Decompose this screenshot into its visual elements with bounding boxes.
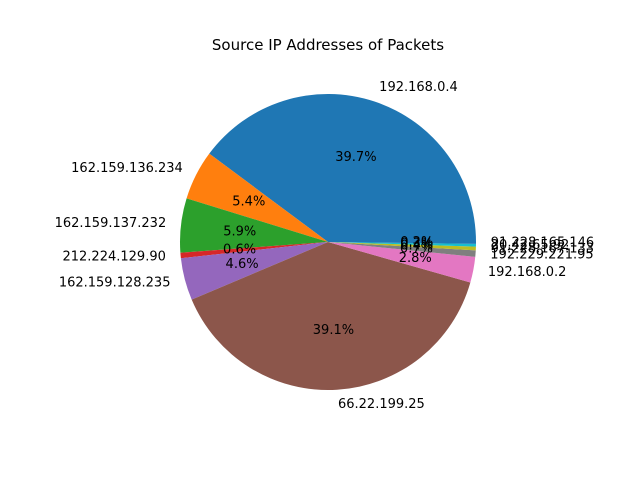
percent-label-212-224-129-90: 0.6% — [223, 243, 256, 258]
percent-label-66-22-199-25: 39.1% — [313, 323, 354, 338]
chart-title: Source IP Addresses of Packets — [212, 36, 444, 54]
slice-label-162-159-136-234: 162.159.136.234 — [71, 161, 183, 176]
slice-label-162-159-128-235: 162.159.128.235 — [59, 276, 171, 291]
percent-label-162-159-128-235: 4.6% — [226, 257, 259, 272]
pie-slice-162-159-136-234 — [186, 153, 328, 242]
percent-label-91-228-167-133: 0.4% — [400, 238, 433, 253]
pie-slice-192-168-0-2 — [328, 242, 476, 283]
slice-label-91-228-167-133: 91.228.167.133 — [491, 242, 594, 257]
pie-slice-212-224-129-90 — [180, 242, 328, 259]
slice-label-212-224-129-90: 212.224.129.90 — [62, 249, 165, 264]
slice-label-192-168-0-4: 192.168.0.4 — [379, 80, 458, 95]
pie-slice-91-228-165-146 — [328, 242, 476, 244]
pie-slice-162-159-128-235 — [180, 242, 328, 300]
percent-label-192-229-221-95: 0.7% — [400, 241, 433, 256]
pie-slice-20-42-65-92 — [328, 242, 476, 247]
percent-label-192-168-0-4: 39.7% — [335, 150, 376, 165]
slice-label-192-229-221-95: 192.229.221.95 — [490, 247, 593, 262]
percent-label-91-228-165-146: 0.2% — [400, 235, 433, 250]
percent-label-162-159-136-234: 5.4% — [232, 194, 265, 209]
pie-slices — [180, 93, 476, 390]
pie-labels: 192.168.0.4 39.7% 162.159.136.234 5.4% 162.1… — [55, 80, 595, 412]
percent-label-20-42-65-92: 0.3% — [400, 236, 433, 251]
pie-slice-91-228-167-133 — [328, 242, 476, 251]
pie-slice-66-22-199-25 — [191, 242, 471, 390]
slice-label-20-42-65-92: 20.42.65.92 — [491, 238, 570, 253]
slice-label-162-159-137-232: 162.159.137.232 — [55, 216, 167, 231]
pie-slice-192-168-0-4 — [209, 93, 476, 242]
slice-label-192-168-0-2: 192.168.0.2 — [488, 265, 567, 280]
pie-slice-162-159-137-232 — [180, 198, 328, 253]
slice-label-66-22-199-25: 66.22.199.25 — [338, 397, 425, 412]
pie-slice-192-229-221-95 — [328, 242, 476, 257]
slice-label-91-228-165-146: 91.228.165.146 — [491, 236, 594, 251]
percent-label-162-159-137-232: 5.9% — [223, 224, 256, 239]
percent-label-192-168-0-2: 2.8% — [399, 251, 432, 266]
